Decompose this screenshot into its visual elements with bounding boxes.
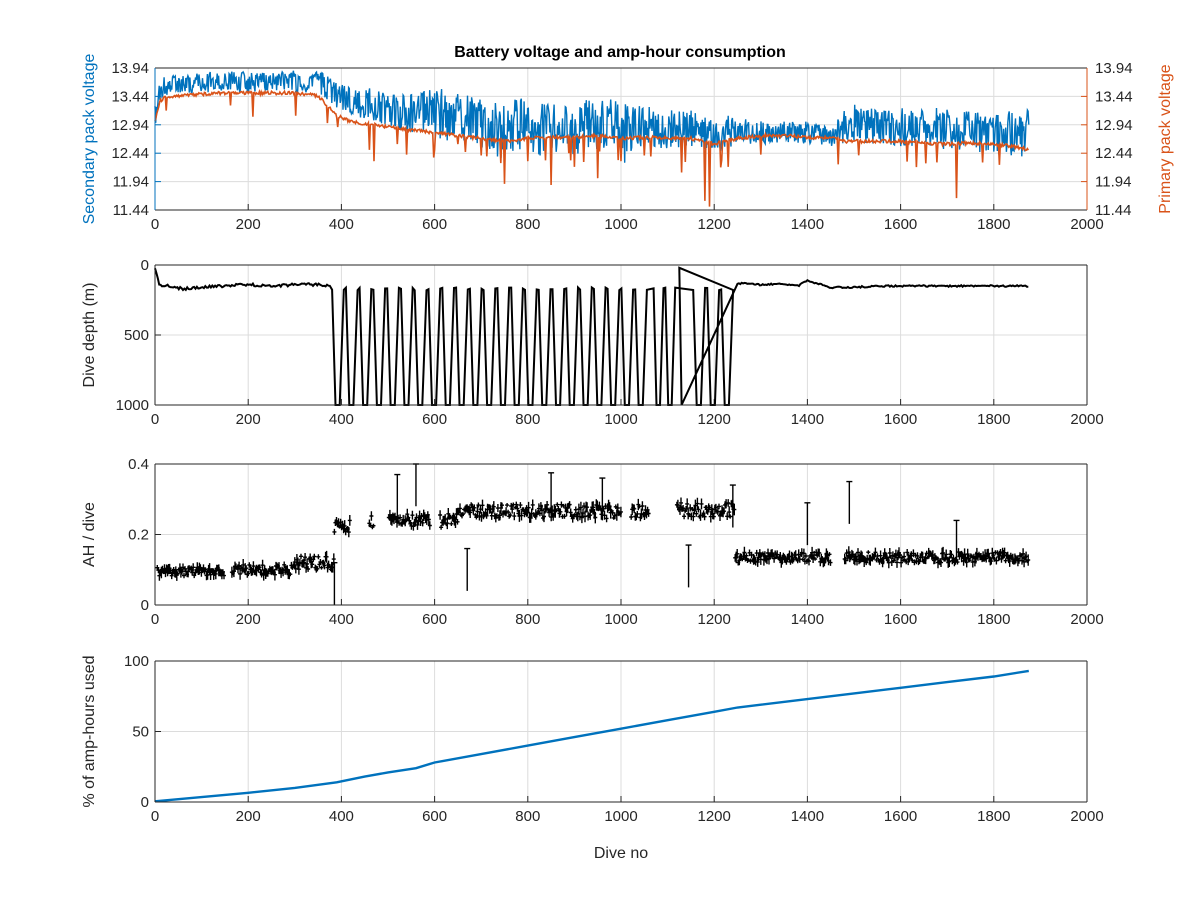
y-tick-label: 1000 [116,397,149,414]
x-tick-label: 2000 [1070,611,1103,628]
x-tick-label: 1800 [977,411,1010,428]
x-tick-label: 2000 [1070,216,1103,233]
amp-hours-used-axes: 0 200 400 600 800 1000 1200 1400 1600 1800 2000 0 50… [81,653,1104,862]
x-tick-label: 0 [151,216,159,233]
x-tick-label: 800 [515,411,540,428]
x-tick-label: 1200 [698,411,731,428]
x-tick-label: 600 [422,611,447,628]
x-tick-label: 0 [151,411,159,428]
x-tick-label: 1000 [604,216,637,233]
y-tick-label: 12.94 [111,117,149,134]
x-tick-label: 400 [329,808,354,825]
x-tick-label: 1600 [884,411,917,428]
amp-hours-used-line [154,669,1029,803]
y-tick-label: 0.2 [128,527,149,544]
y-tick-label: 50 [132,724,149,741]
y-tick-label: 11.44 [113,202,149,219]
x-tick-label: 1400 [791,808,824,825]
x-tick-label: 800 [515,216,540,233]
x-tick-label: 200 [236,216,261,233]
y2-tick-label: 12.44 [1095,145,1133,162]
ah-per-dive-markers [155,463,1031,605]
x-tick-label: 2000 [1070,808,1103,825]
y-tick-label: 500 [124,327,149,344]
x-tick-label: 1600 [884,216,917,233]
x-tick-label: 1800 [977,611,1010,628]
y-tick-label: 0 [141,597,149,614]
y-tick-label: 0 [141,257,149,274]
x-tick-label: 1400 [791,216,824,233]
voltage-axes: 0 200 400 600 800 1000 1200 1400 1600 1800 200011.… [81,54,1174,233]
x-tick-label: 1000 [604,808,637,825]
y2-tick-label: 11.44 [1095,202,1131,219]
x-tick-label: 400 [329,411,354,428]
x-tick-label: 600 [422,808,447,825]
x-tick-label: 1600 [884,611,917,628]
x-tick-label: 1800 [977,808,1010,825]
y-tick-label: 11.94 [113,174,149,191]
x-tick-label: 400 [329,611,354,628]
x-tick-label: 600 [422,216,447,233]
x-tick-label: 1600 [884,808,917,825]
x-tick-label: 1200 [698,611,731,628]
y-axis-label: % of amp-hours used [81,655,98,807]
y-tick-label: 13.44 [111,88,149,105]
y-tick-label: 12.44 [111,145,149,162]
x-tick-label: 600 [422,411,447,428]
x-tick-label: 800 [515,611,540,628]
y-tick-label: 100 [124,653,149,670]
x-tick-label: 800 [515,808,540,825]
depth-axes: 0 200 400 600 800 1000 1200 1400 1600 1800 2000 0 50… [81,257,1104,428]
y-tick-label: 0 [141,794,149,811]
chart-title: Battery voltage and amp-hour consumption [454,44,786,61]
x-tick-label: 1800 [977,216,1010,233]
x-tick-label: 400 [329,216,354,233]
y2-tick-label: 12.94 [1095,117,1133,134]
x-tick-label: 200 [236,808,261,825]
x-tick-label: 200 [236,611,261,628]
x-tick-label: 1200 [698,808,731,825]
x-axis-label: Dive no [594,845,648,862]
x-tick-label: 1000 [604,611,637,628]
x-tick-label: 0 [151,611,159,628]
x-tick-label: 1000 [604,411,637,428]
x-tick-label: 1400 [791,411,824,428]
y2-tick-label: 13.94 [1095,60,1133,77]
y-tick-label: 13.94 [111,60,149,77]
y-axis-label: Dive depth (m) [81,283,98,388]
primary-voltage-line [154,88,1029,207]
ah-per-dive-axes: 0 200 400 600 800 1000 1200 1400 1600 1800 2000 0 0.… [81,456,1104,628]
y2-axis-label: Primary pack voltage [1157,64,1174,213]
x-tick-label: 1400 [791,611,824,628]
y-axis-label: AH / dive [81,502,98,567]
y-axis-label: Secondary pack voltage [81,54,98,225]
x-tick-label: 1200 [698,216,731,233]
x-tick-label: 200 [236,411,261,428]
y-tick-label: 0.4 [128,456,149,473]
y2-tick-label: 11.94 [1095,174,1131,191]
x-tick-label: 0 [151,808,159,825]
x-tick-label: 2000 [1070,411,1103,428]
y2-tick-label: 13.44 [1095,88,1133,105]
